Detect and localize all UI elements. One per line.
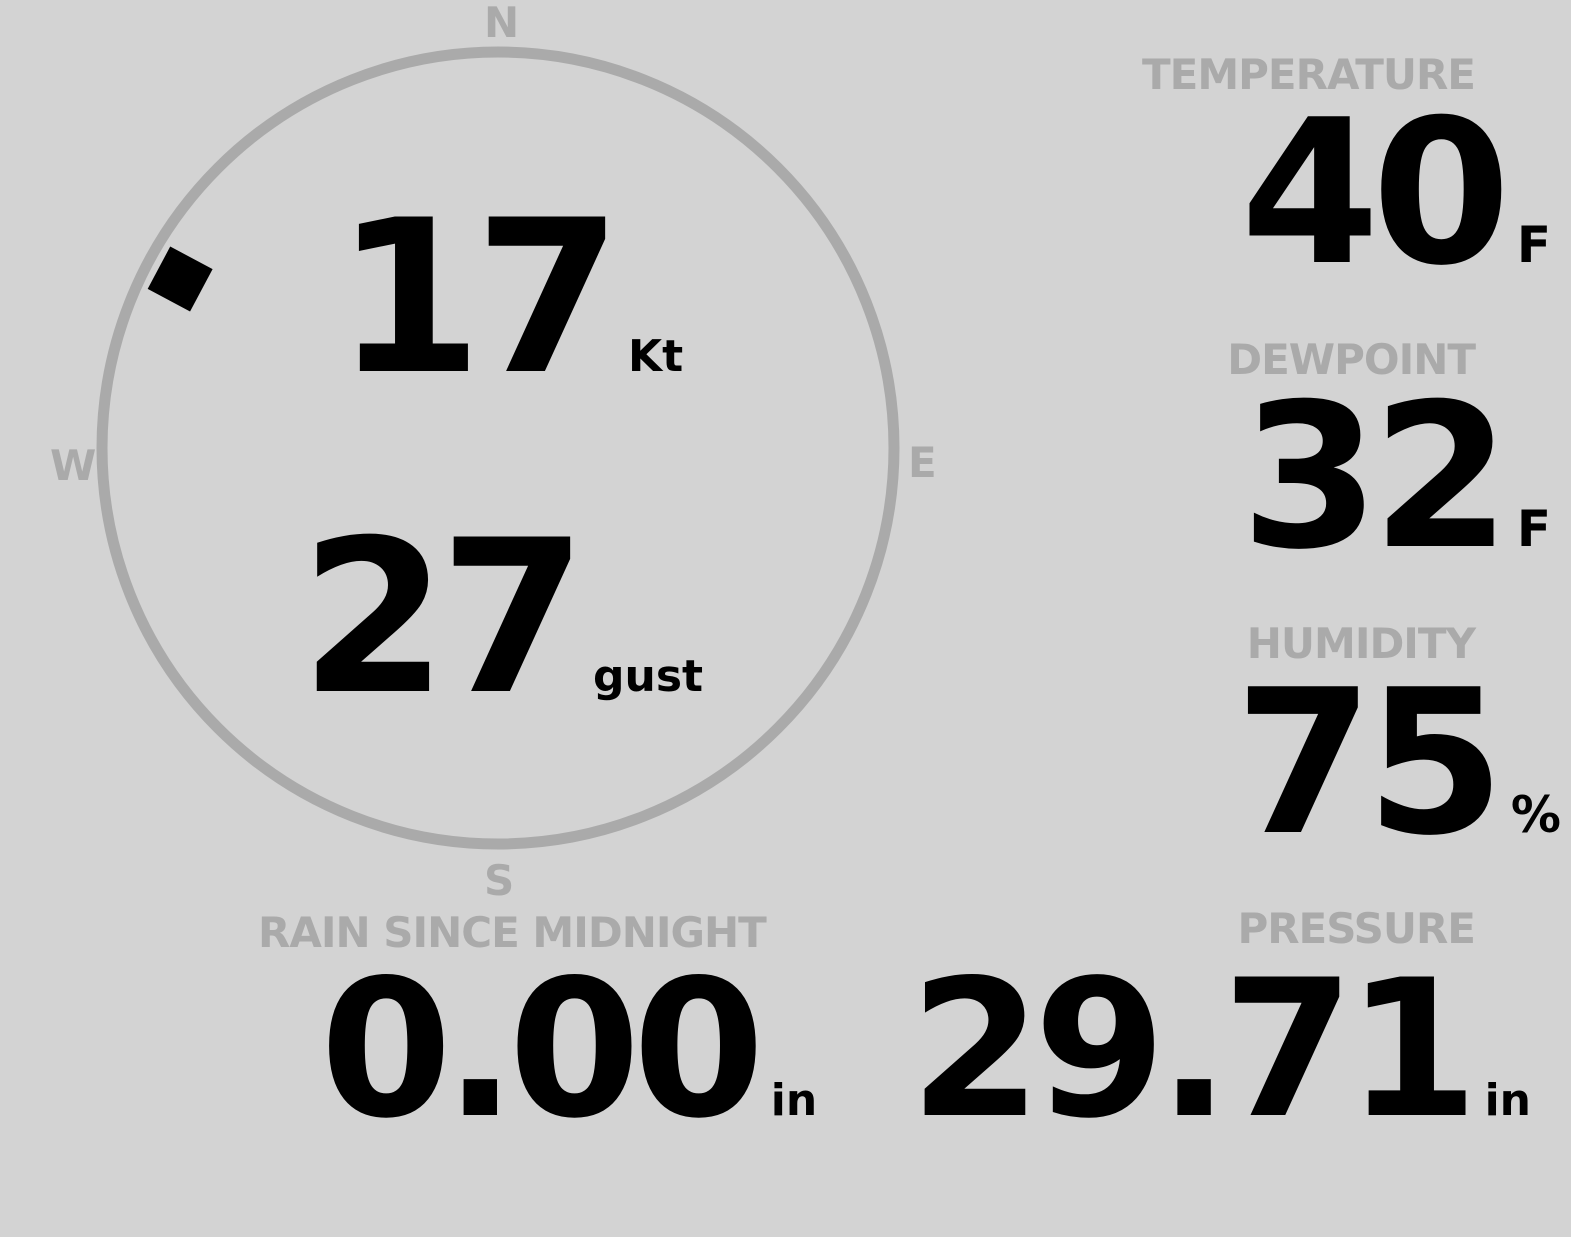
wind-gust-unit: gust <box>593 651 704 702</box>
humidity-label: HUMIDITY <box>1246 619 1476 668</box>
compass-east-label: E <box>908 438 937 487</box>
wind-gust-value: 27 <box>300 494 587 741</box>
rain-readout: 0.00 in <box>320 955 817 1145</box>
wind-gust-readout: 27 gust <box>300 512 703 724</box>
wind-direction-marker <box>147 246 213 312</box>
pressure-readout: 29.71 in <box>910 955 1531 1145</box>
dewpoint-value: 32 <box>1240 361 1511 594</box>
pressure-value: 29.71 <box>909 939 1479 1160</box>
dewpoint-label: DEWPOINT <box>1227 335 1476 384</box>
wind-speed-value: 17 <box>335 174 622 421</box>
humidity-readout: 75 % <box>1235 664 1561 864</box>
wind-compass <box>96 46 900 850</box>
temperature-value: 40 <box>1240 77 1511 310</box>
rain-value: 0.00 <box>320 939 765 1160</box>
dewpoint-unit: F <box>1516 500 1551 558</box>
dewpoint-readout: 32 F <box>1241 378 1551 578</box>
humidity-unit: % <box>1510 786 1561 844</box>
rain-unit: in <box>770 1075 818 1126</box>
compass-north-label: N <box>484 0 520 47</box>
wind-speed-readout: 17 Kt <box>335 192 683 404</box>
compass-ring <box>96 46 900 850</box>
pressure-unit: in <box>1484 1075 1531 1126</box>
temperature-unit: F <box>1516 216 1551 274</box>
compass-south-label: S <box>484 856 515 905</box>
temperature-readout: 40 F <box>1241 94 1551 294</box>
humidity-value: 75 <box>1234 647 1505 880</box>
compass-west-label: W <box>50 441 97 490</box>
pressure-label: PRESSURE <box>1237 904 1476 953</box>
temperature-label: TEMPERATURE <box>1142 50 1476 99</box>
wind-speed-unit: Kt <box>628 331 684 382</box>
rain-label: RAIN SINCE MIDNIGHT <box>258 908 767 957</box>
